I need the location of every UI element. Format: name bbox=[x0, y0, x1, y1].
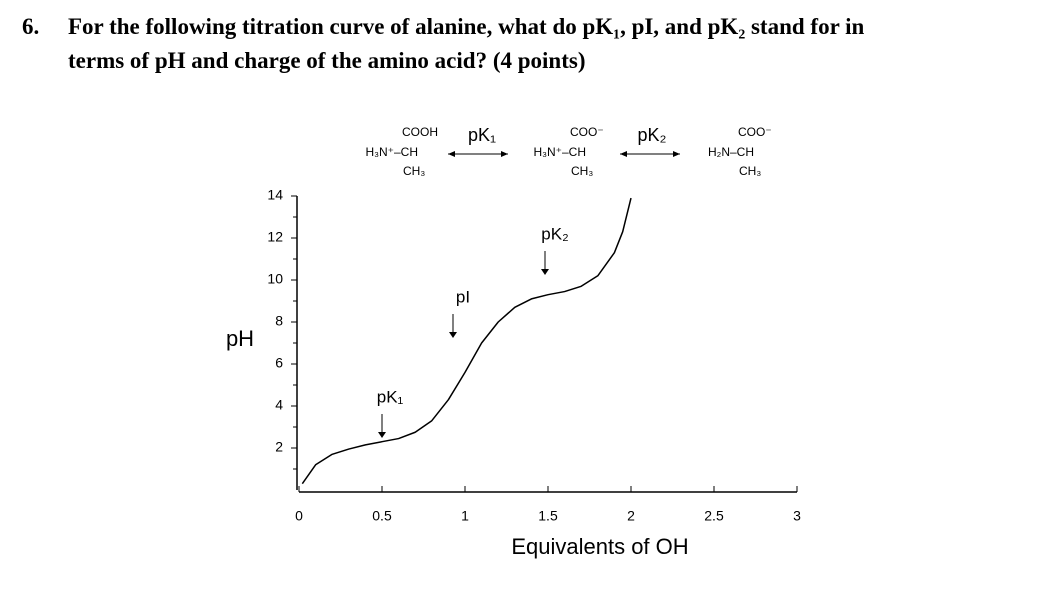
question-line: terms of pH and charge of the amino acid… bbox=[68, 48, 586, 73]
y-tick-label: 8 bbox=[275, 313, 283, 329]
structure-backbone: H₃N⁺–CH bbox=[365, 145, 418, 159]
structure-backbone: H₃N⁺–CH bbox=[533, 145, 586, 159]
x-tick-label: 1 bbox=[461, 508, 469, 524]
structure-sidechain: CH₃ bbox=[403, 164, 425, 178]
x-tick-label: 1.5 bbox=[538, 508, 558, 524]
structure-group: COOH bbox=[402, 125, 438, 139]
structure-backbone: H₂N–CH bbox=[708, 145, 754, 159]
question-number: 6. bbox=[22, 14, 40, 39]
x-tick-label: 0 bbox=[295, 508, 303, 524]
arrow-head bbox=[448, 151, 508, 157]
y-tick-label: 2 bbox=[275, 439, 283, 455]
arrow-head bbox=[449, 332, 457, 338]
arrow-head bbox=[378, 432, 386, 438]
structure-sidechain: CH₃ bbox=[739, 164, 761, 178]
arrow-head bbox=[541, 269, 549, 275]
annotation: pK₂ bbox=[541, 224, 568, 243]
y-tick-label: 12 bbox=[267, 229, 283, 245]
x-tick-label: 2 bbox=[627, 508, 635, 524]
structure-sidechain: CH₃ bbox=[571, 164, 593, 178]
y-tick-label: 10 bbox=[267, 271, 283, 287]
x-tick-label: 3 bbox=[793, 508, 801, 524]
annotation: pI bbox=[456, 287, 470, 306]
structure-group: COO⁻ bbox=[570, 125, 604, 139]
titration-curve bbox=[301, 197, 632, 485]
annotation: pK₁ bbox=[377, 387, 404, 406]
y-axis-label: pH bbox=[226, 326, 254, 351]
y-tick-label: 6 bbox=[275, 355, 283, 371]
x-axis-label: Equivalents of OH bbox=[511, 534, 688, 559]
y-tick-label: 4 bbox=[275, 397, 283, 413]
structure-group: COO⁻ bbox=[738, 125, 772, 139]
question-line: For the following titration curve of ala… bbox=[68, 14, 865, 39]
y-tick-label: 14 bbox=[267, 187, 283, 203]
equilibrium-label: pK₂ bbox=[637, 125, 666, 145]
equilibrium-label: pK₁ bbox=[468, 125, 496, 145]
arrow-head bbox=[620, 151, 680, 157]
x-tick-label: 0.5 bbox=[372, 508, 392, 524]
x-tick-label: 2.5 bbox=[704, 508, 724, 524]
